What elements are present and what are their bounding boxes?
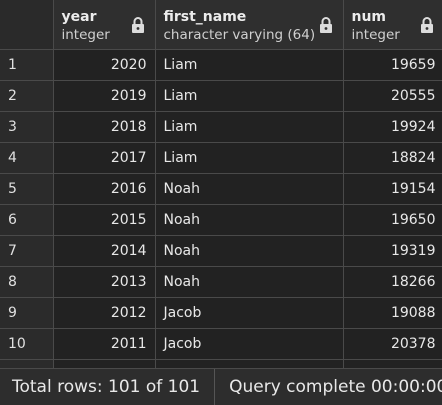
first-name-cell[interactable]: Noah bbox=[155, 235, 344, 267]
row-index[interactable]: 11 bbox=[0, 359, 54, 368]
column-name: first_name bbox=[163, 9, 247, 25]
total-rows-status: Total rows: 101 of 101 bbox=[0, 369, 216, 405]
table-row[interactable]: 10 2011 Jacob 20378 bbox=[0, 328, 442, 360]
first-name-cell[interactable]: Jacob bbox=[155, 328, 344, 360]
table-row[interactable]: 9 2012 Jacob 19088 bbox=[0, 297, 442, 329]
column-header-year[interactable]: year integer bbox=[53, 0, 156, 50]
table-row[interactable]: 4 2017 Liam 18824 bbox=[0, 142, 442, 174]
num-cell[interactable]: 19924 bbox=[343, 111, 442, 143]
row-index[interactable]: 8 bbox=[0, 266, 54, 298]
first-name-cell[interactable]: Jacob bbox=[155, 359, 344, 368]
year-cell[interactable]: 2020 bbox=[53, 49, 156, 81]
first-name-cell[interactable]: Liam bbox=[155, 142, 344, 174]
query-status: Query complete 00:00:00.18 bbox=[229, 377, 442, 397]
lock-icon bbox=[131, 17, 144, 33]
table-row[interactable]: 2 2019 Liam 20555 bbox=[0, 80, 442, 112]
num-cell[interactable]: 22139 bbox=[343, 359, 442, 368]
row-index[interactable]: 6 bbox=[0, 204, 54, 236]
first-name-cell[interactable]: Liam bbox=[155, 111, 344, 143]
year-cell[interactable]: 2017 bbox=[53, 142, 156, 174]
table-row[interactable]: 3 2018 Liam 19924 bbox=[0, 111, 442, 143]
num-cell[interactable]: 19659 bbox=[343, 49, 442, 81]
row-index[interactable]: 10 bbox=[0, 328, 54, 360]
year-cell[interactable]: 2012 bbox=[53, 297, 156, 329]
column-name: year bbox=[61, 9, 97, 25]
column-header-num[interactable]: num integer bbox=[343, 0, 442, 50]
first-name-cell[interactable]: Noah bbox=[155, 204, 344, 236]
first-name-cell[interactable]: Liam bbox=[155, 49, 344, 81]
status-bar: Total rows: 101 of 101 Query complete 00… bbox=[0, 368, 442, 405]
results-grid: year integer first_name character varyin… bbox=[0, 0, 442, 368]
lock-icon bbox=[319, 17, 332, 33]
num-cell[interactable]: 18824 bbox=[343, 142, 442, 174]
header-row: year integer first_name character varyin… bbox=[0, 0, 442, 50]
year-cell[interactable]: 2014 bbox=[53, 235, 156, 267]
year-cell[interactable]: 2019 bbox=[53, 80, 156, 112]
table-row[interactable]: 7 2014 Noah 19319 bbox=[0, 235, 442, 267]
row-index[interactable]: 9 bbox=[0, 297, 54, 329]
table-row[interactable]: 11 2010 Jacob 22139 bbox=[0, 359, 442, 368]
num-cell[interactable]: 20555 bbox=[343, 80, 442, 112]
column-type: integer bbox=[351, 27, 400, 43]
table-row[interactable]: 1 2020 Liam 19659 bbox=[0, 49, 442, 81]
first-name-cell[interactable]: Jacob bbox=[155, 297, 344, 329]
year-cell[interactable]: 2010 bbox=[53, 359, 156, 368]
column-name: num bbox=[351, 9, 387, 25]
column-type: character varying (64) bbox=[163, 27, 316, 43]
first-name-cell[interactable]: Noah bbox=[155, 173, 344, 205]
results-table: year integer first_name character varyin… bbox=[0, 0, 442, 368]
year-cell[interactable]: 2011 bbox=[53, 328, 156, 360]
num-cell[interactable]: 19319 bbox=[343, 235, 442, 267]
table-row[interactable]: 6 2015 Noah 19650 bbox=[0, 204, 442, 236]
column-type: integer bbox=[61, 27, 110, 43]
row-index[interactable]: 7 bbox=[0, 235, 54, 267]
table-row[interactable]: 5 2016 Noah 19154 bbox=[0, 173, 442, 205]
first-name-cell[interactable]: Noah bbox=[155, 266, 344, 298]
row-index[interactable]: 5 bbox=[0, 173, 54, 205]
year-cell[interactable]: 2013 bbox=[53, 266, 156, 298]
row-index[interactable]: 1 bbox=[0, 49, 54, 81]
year-cell[interactable]: 2018 bbox=[53, 111, 156, 143]
row-index[interactable]: 2 bbox=[0, 80, 54, 112]
row-index-header[interactable] bbox=[0, 0, 54, 50]
num-cell[interactable]: 19650 bbox=[343, 204, 442, 236]
lock-icon bbox=[420, 17, 433, 33]
first-name-cell[interactable]: Liam bbox=[155, 80, 344, 112]
table-row[interactable]: 8 2013 Noah 18266 bbox=[0, 266, 442, 298]
column-header-first-name[interactable]: first_name character varying (64) bbox=[155, 0, 344, 50]
num-cell[interactable]: 20378 bbox=[343, 328, 442, 360]
year-cell[interactable]: 2015 bbox=[53, 204, 156, 236]
num-cell[interactable]: 19088 bbox=[343, 297, 442, 329]
year-cell[interactable]: 2016 bbox=[53, 173, 156, 205]
num-cell[interactable]: 19154 bbox=[343, 173, 442, 205]
row-index[interactable]: 3 bbox=[0, 111, 54, 143]
row-index[interactable]: 4 bbox=[0, 142, 54, 174]
num-cell[interactable]: 18266 bbox=[343, 266, 442, 298]
